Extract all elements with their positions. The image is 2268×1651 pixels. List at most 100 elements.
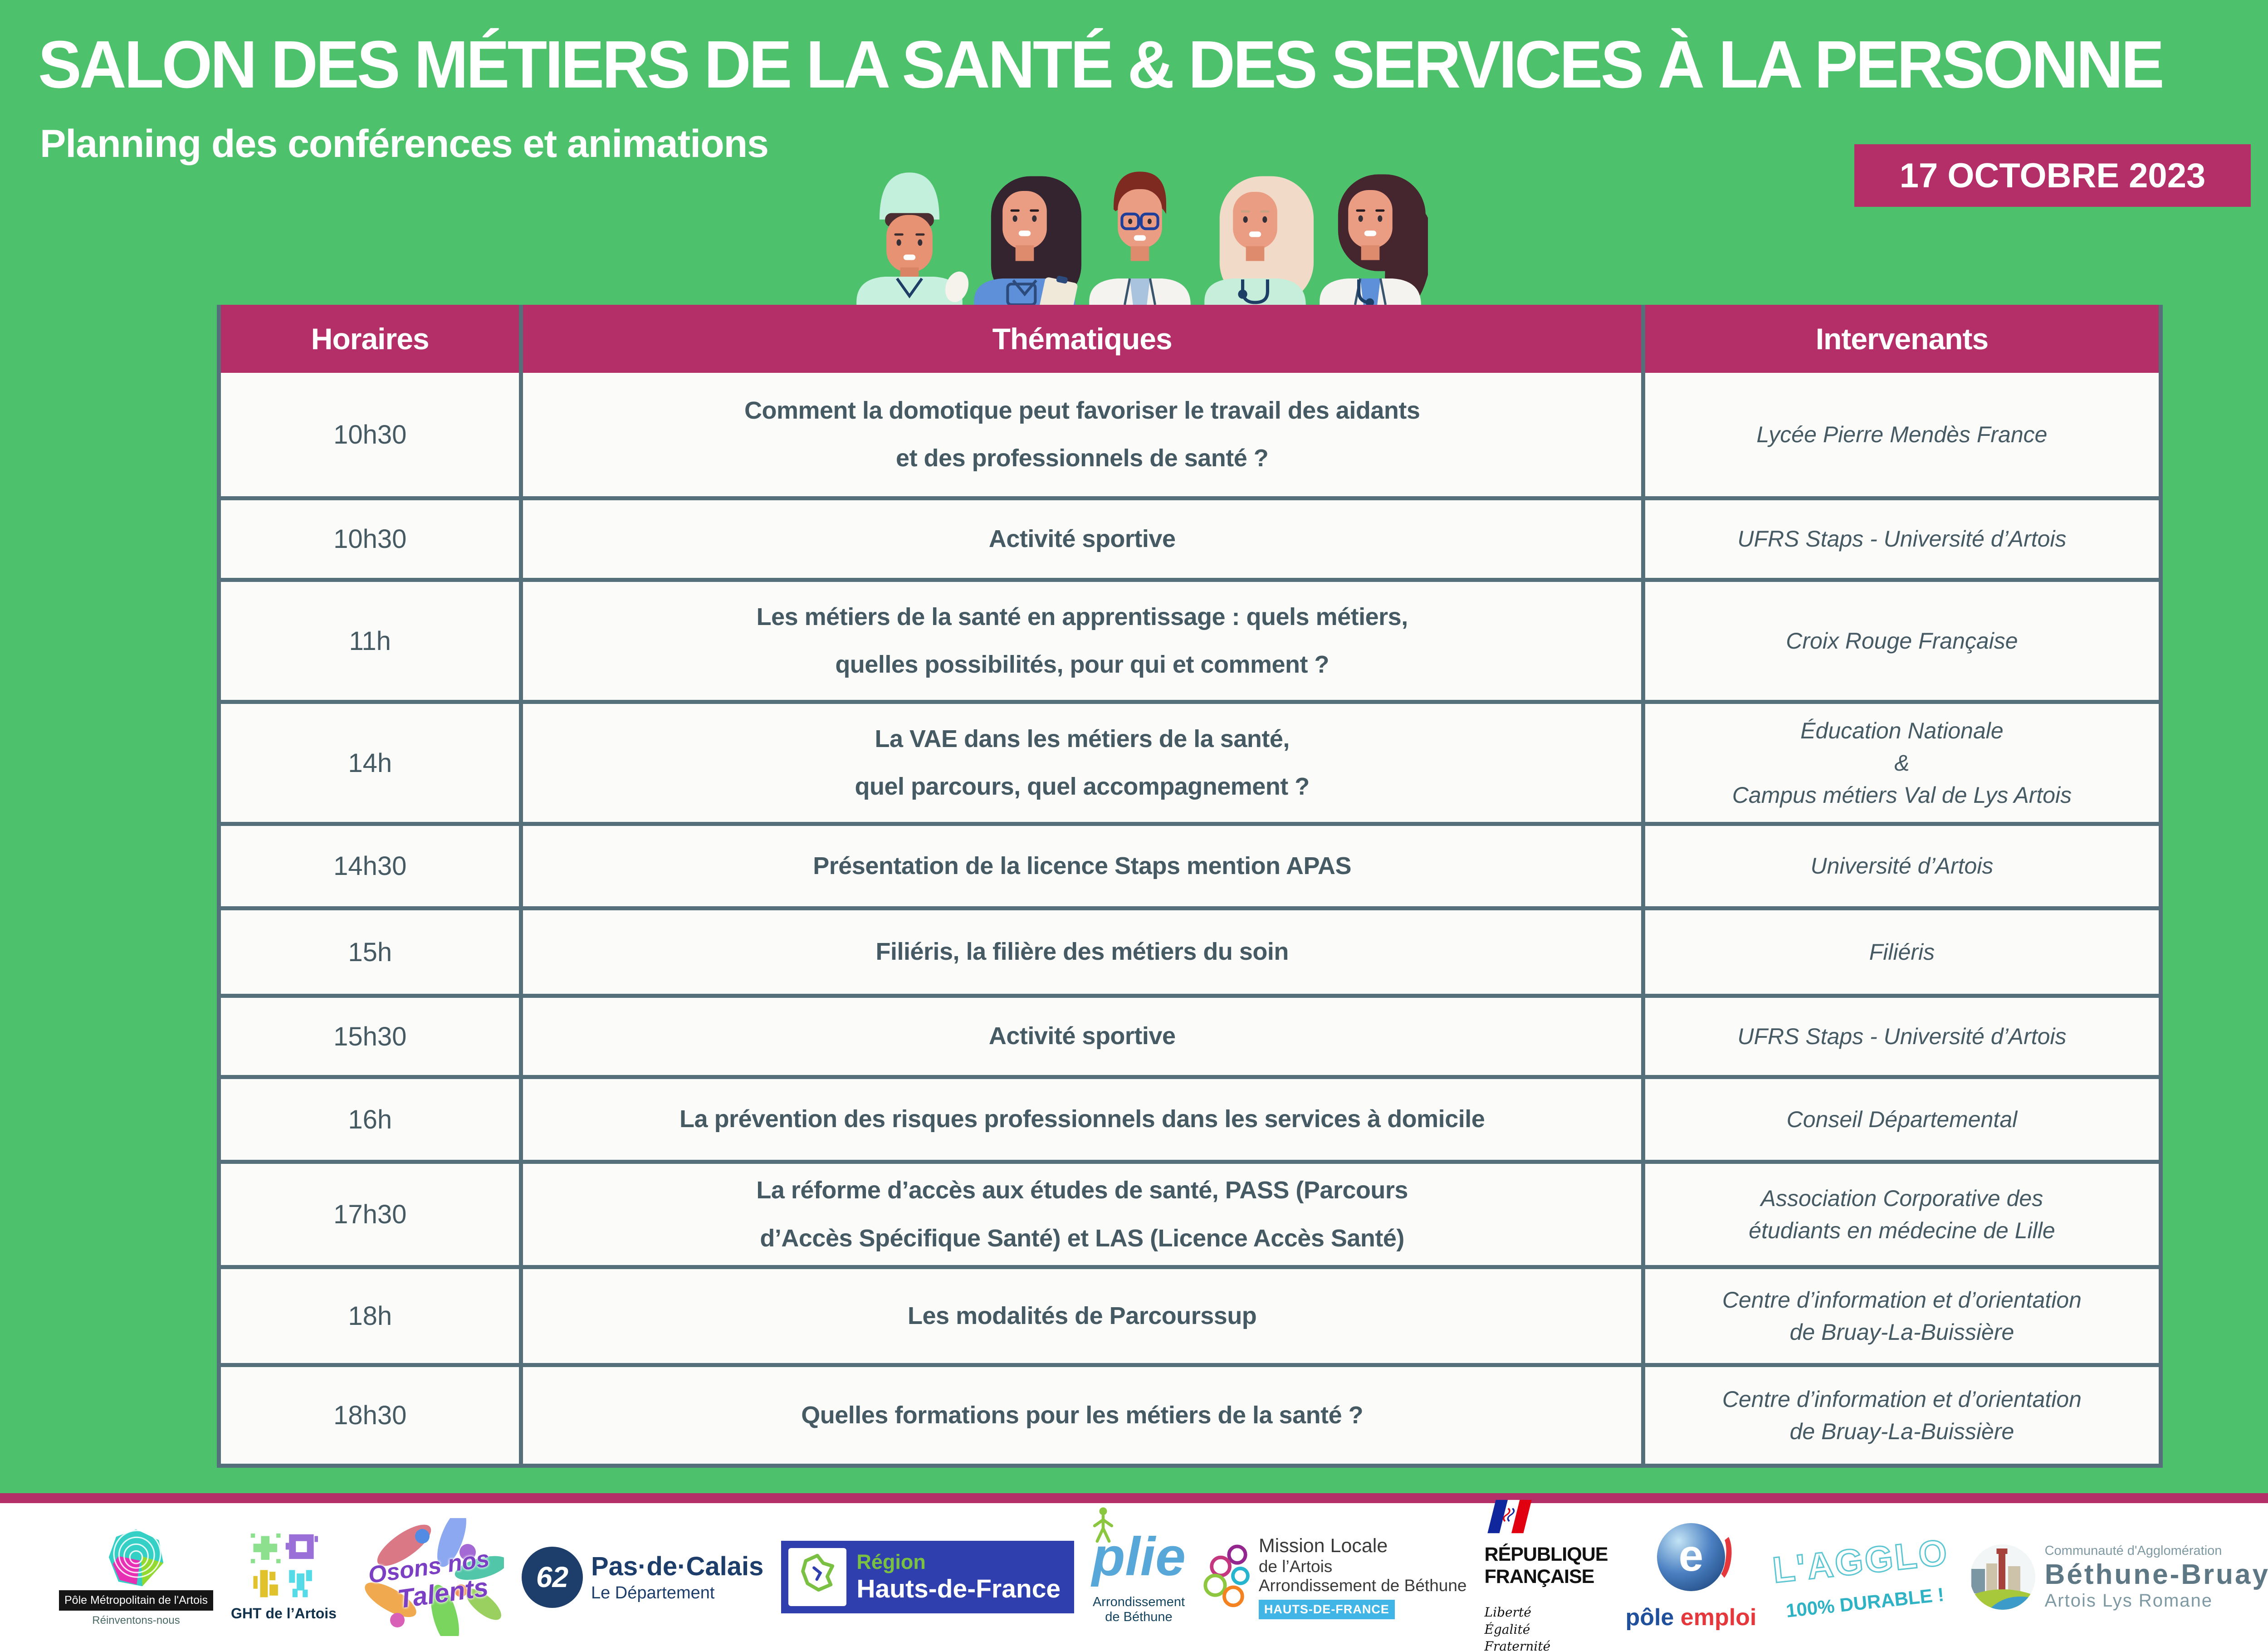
row-speaker: Conseil Départemental	[1786, 1106, 2018, 1132]
pas-de-calais-label: Pas·de·Calais	[591, 1552, 764, 1581]
schedule-row: 18h30 Quelles formations pour les métier…	[221, 1363, 2159, 1464]
row-theme: Activité sportive	[523, 998, 1645, 1075]
plie-sublabel: Arrondissement de Béthune	[1092, 1595, 1185, 1624]
schedule-row: 18h Les modalités de Parcourssup Centre …	[221, 1265, 2159, 1363]
row-speaker: Centre d’information et d’orientation de…	[1722, 1287, 2082, 1345]
row-time: 17h30	[221, 1164, 523, 1265]
schedule-table: Horaires Thématiques Intervenants 10h30 …	[217, 305, 2163, 1468]
schedule-row: 10h30 Activité sportive UFRS Staps - Uni…	[221, 496, 2159, 578]
plie-figure-icon	[1093, 1507, 1114, 1543]
pole-emploi-word1: pôle	[1625, 1604, 1674, 1631]
bethune-bruay-label-top: Communauté d'Agglomération	[2044, 1543, 2222, 1558]
osons-splash-icon	[365, 1518, 504, 1636]
row-theme: Filiéris, la filière des métiers du soin	[523, 910, 1645, 994]
pole-metropolitain-sublabel: Réinventons-nous	[92, 1614, 180, 1627]
row-speaker: UFRS Staps - Université d’Artois	[1737, 1023, 2067, 1049]
healthcare-team-illustration	[856, 171, 1428, 306]
col-header-horaires: Horaires	[221, 305, 523, 373]
row-time: 10h30	[221, 500, 523, 578]
row-speaker: Association Corporative des étudiants en…	[1749, 1185, 2055, 1243]
row-speaker: Éducation Nationale & Campus métiers Val…	[1732, 718, 2072, 808]
row-time: 18h	[221, 1269, 523, 1363]
agglo-sublabel: 100% DURABLE !	[1785, 1583, 1945, 1622]
row-speaker: UFRS Staps - Université d’Artois	[1737, 526, 2067, 552]
mission-locale-region-badge: HAUTS-DE-FRANCE	[1258, 1600, 1395, 1619]
row-speaker: Centre d’information et d’orientation de…	[1722, 1386, 2082, 1444]
col-header-intervenants: Intervenants	[1815, 322, 1989, 356]
pas-de-calais-62-badge: 62	[521, 1546, 583, 1608]
schedule-row: 16h La prévention des risques profession…	[221, 1075, 2159, 1160]
schedule-header-row: Horaires Thématiques Intervenants	[221, 305, 2159, 373]
bethune-bruay-skyline-icon	[1970, 1544, 2035, 1610]
schedule-rows: 10h30 Comment la domotique peut favorise…	[221, 373, 2159, 1464]
row-theme: Activité sportive	[523, 500, 1645, 578]
mission-locale-rings-icon	[1203, 1544, 1250, 1607]
pole-emploi-comma-icon	[1705, 1530, 1734, 1583]
surgeon-cap-figure	[856, 172, 969, 305]
logo-pole-metropolitain-artois: Pôle Métropolitain de l'Artois Réinvento…	[59, 1528, 214, 1627]
schedule-row: 11h Les métiers de la santé en apprentis…	[221, 578, 2159, 700]
row-theme: Les métiers de la santé en apprentissage…	[523, 582, 1645, 700]
rf-motto: Liberté Égalité Fraternité	[1484, 1604, 1551, 1651]
region-label-top: Région	[856, 1550, 926, 1573]
rf-line2: FRANÇAISE	[1484, 1566, 1595, 1588]
blonde-medic-figure	[1204, 176, 1314, 305]
row-theme: La réforme d’accès aux études de santé, …	[523, 1164, 1645, 1265]
poster-subtitle: Planning des conférences et animations	[40, 122, 769, 166]
logo-osons-nos-talents: Osons nos Talents	[354, 1518, 504, 1636]
footer-divider-stripe	[0, 1493, 2268, 1503]
row-time: 16h	[221, 1079, 523, 1160]
row-theme: Les modalités de Parcourssup	[523, 1269, 1645, 1363]
col-header-thematiques: Thématiques	[523, 305, 1645, 373]
nurse-clipboard-figure	[974, 176, 1081, 306]
row-theme: Comment la domotique peut favoriser le t…	[523, 373, 1645, 496]
ght-pixel-icons	[250, 1533, 318, 1597]
date-badge: 17 OCTOBRE 2023	[1854, 144, 2251, 207]
pole-metropolitain-icon	[108, 1529, 164, 1586]
rf-line1: RÉPUBLIQUE	[1484, 1543, 1608, 1565]
row-theme: La prévention des risques professionnels…	[523, 1079, 1645, 1160]
mission-locale-line1: Mission Locale	[1258, 1535, 1388, 1557]
logo-pole-emploi: e pôle emploi	[1625, 1523, 1756, 1631]
poster-title: SALON DES MÉTIERS DE LA SANTÉ & DES SERV…	[38, 27, 2165, 102]
pole-metropolitain-label: Pôle Métropolitain de l'Artois	[59, 1590, 214, 1611]
row-theme: Quelles formations pour les métiers de l…	[523, 1367, 1645, 1464]
schedule-row: 17h30 La réforme d’accès aux études de s…	[221, 1160, 2159, 1265]
row-time: 15h30	[221, 998, 523, 1075]
ponytail-doctor-figure	[1320, 174, 1428, 306]
schedule-row: 15h30 Activité sportive UFRS Staps - Uni…	[221, 994, 2159, 1075]
pole-emploi-monogram: e	[1678, 1530, 1704, 1580]
schedule-row: 15h Filiéris, la filière des métiers du …	[221, 906, 2159, 994]
bethune-bruay-sublabel: Artois Lys Romane	[2044, 1590, 2213, 1611]
row-time: 15h	[221, 910, 523, 994]
logo-bethune-bruay: Communauté d'Agglomération Béthune-Bruay…	[1969, 1543, 2268, 1611]
row-speaker: Lycée Pierre Mendès France	[1756, 421, 2048, 447]
row-time: 10h30	[221, 373, 523, 496]
logo-republique-francaise: RÉPUBLIQUE FRANÇAISE Liberté Égalité Fra…	[1485, 1499, 1608, 1651]
doctor-glasses-figure	[1089, 171, 1191, 305]
logo-plie: plie Arrondissement de Béthune	[1092, 1507, 1186, 1625]
row-time: 18h30	[221, 1367, 523, 1464]
row-speaker: Croix Rouge Française	[1786, 628, 2018, 654]
ght-label: GHT de l’Artois	[231, 1605, 337, 1622]
pole-emploi-icon: e	[1657, 1523, 1734, 1591]
schedule-row: 14h La VAE dans les métiers de la santé,…	[221, 700, 2159, 822]
logo-mission-locale: Mission Locale de l’Artois Arrondissemen…	[1203, 1535, 1467, 1619]
region-label: Hauts-de-France	[856, 1574, 1061, 1603]
row-speaker: Filiéris	[1869, 939, 1935, 965]
row-theme: La VAE dans les métiers de la santé, que…	[523, 704, 1645, 822]
row-time: 14h	[221, 704, 523, 822]
france-map-icon	[788, 1548, 847, 1606]
schedule-row: 10h30 Comment la domotique peut favorise…	[221, 373, 2159, 496]
pas-de-calais-sublabel: Le Département	[591, 1583, 715, 1602]
row-time: 14h30	[221, 826, 523, 906]
pole-emploi-word2: emploi	[1680, 1604, 1757, 1631]
logo-ght-artois: GHT de l’Artois	[231, 1533, 337, 1622]
row-speaker: Université d’Artois	[1810, 853, 1994, 879]
logo-region-hauts-de-france: Région Hauts-de-France	[781, 1541, 1075, 1613]
mission-locale-line3: Arrondissement de Béthune	[1258, 1576, 1467, 1595]
french-flag-icon	[1487, 1500, 1532, 1534]
row-time: 11h	[221, 582, 523, 700]
logo-pas-de-calais: 62 Pas·de·Calais Le Département	[521, 1546, 764, 1608]
